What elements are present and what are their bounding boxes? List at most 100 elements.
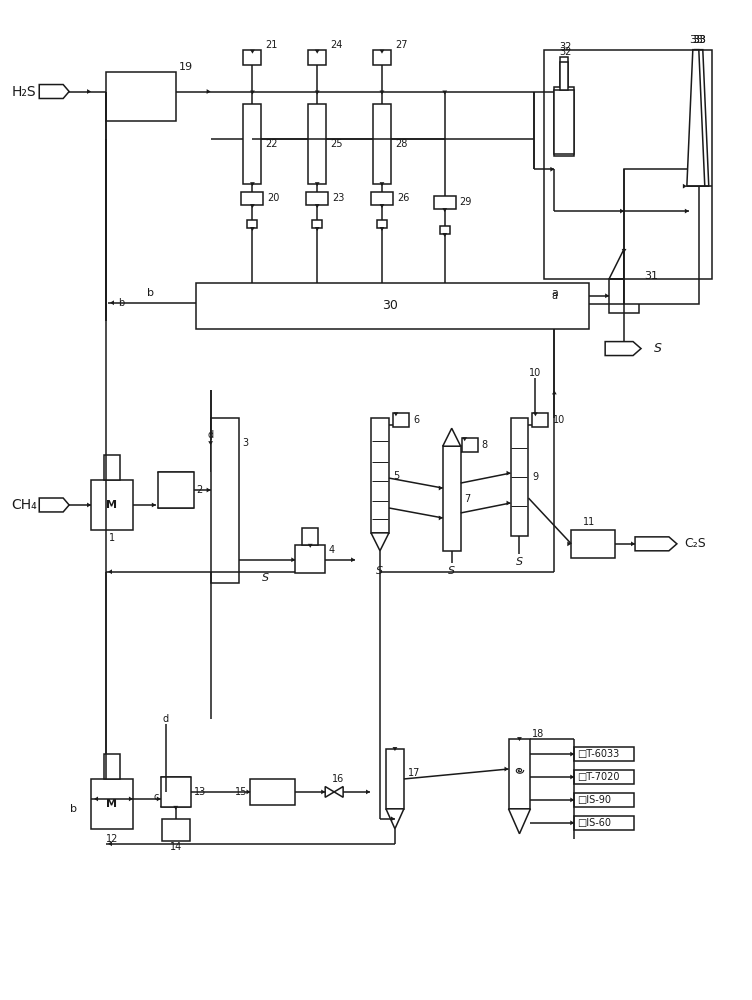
Polygon shape [315, 182, 320, 186]
Text: d: d [162, 714, 169, 724]
Polygon shape [39, 498, 69, 512]
Text: 13: 13 [194, 787, 206, 797]
Text: c: c [153, 792, 159, 802]
Bar [158, 472, 194, 508]
Polygon shape [380, 182, 384, 186]
Bar [250, 779, 296, 805]
Polygon shape [315, 204, 320, 208]
Text: S: S [262, 573, 269, 583]
Bar [106, 72, 176, 121]
Bar [308, 50, 326, 65]
Polygon shape [570, 775, 575, 779]
Bar [247, 220, 257, 228]
Polygon shape [442, 233, 447, 237]
Text: 27: 27 [395, 40, 408, 50]
Bar [609, 279, 639, 313]
Polygon shape [609, 249, 639, 279]
Polygon shape [158, 472, 194, 490]
Text: 33: 33 [692, 35, 706, 45]
Text: 17: 17 [408, 768, 420, 778]
Polygon shape [570, 797, 575, 802]
Text: 8: 8 [481, 440, 488, 450]
Polygon shape [687, 50, 705, 186]
Text: 6: 6 [414, 415, 420, 425]
Text: S: S [516, 557, 523, 567]
Text: 32: 32 [559, 42, 572, 52]
Polygon shape [174, 806, 178, 810]
Polygon shape [325, 787, 334, 797]
Polygon shape [158, 490, 194, 508]
Text: 31: 31 [644, 271, 658, 281]
Text: 30: 30 [382, 299, 398, 312]
Polygon shape [110, 300, 114, 305]
Text: 29: 29 [459, 197, 472, 207]
Text: C₂S: C₂S [684, 537, 705, 550]
Text: 24: 24 [330, 40, 343, 50]
Bar [624, 169, 699, 304]
Bar [373, 104, 391, 184]
Text: 32: 32 [559, 47, 572, 57]
Text: □IS-90: □IS-90 [578, 795, 611, 805]
Polygon shape [507, 501, 511, 505]
Bar [532, 413, 548, 427]
Bar [161, 777, 191, 807]
Polygon shape [683, 184, 687, 189]
Text: 33: 33 [689, 35, 703, 45]
Bar [511, 418, 529, 536]
Bar [377, 220, 387, 228]
Polygon shape [157, 797, 161, 801]
Polygon shape [631, 541, 635, 546]
Polygon shape [250, 91, 255, 95]
Bar [393, 413, 409, 427]
Bar [308, 104, 326, 184]
Bar [575, 770, 634, 784]
Text: □T-7020: □T-7020 [578, 772, 620, 782]
Text: a: a [551, 288, 558, 298]
Bar [554, 87, 575, 156]
Text: M: M [107, 799, 117, 809]
Bar [462, 438, 478, 452]
Bar [508, 739, 530, 809]
Bar [371, 192, 393, 205]
Text: □IS-60: □IS-60 [578, 818, 611, 828]
Bar [373, 50, 391, 65]
Bar [296, 545, 325, 573]
Polygon shape [108, 569, 112, 574]
Polygon shape [250, 227, 255, 231]
Polygon shape [505, 767, 508, 771]
Bar [560, 62, 569, 90]
Polygon shape [250, 182, 255, 186]
Text: 7: 7 [465, 494, 471, 504]
Text: 3: 3 [242, 438, 249, 448]
Polygon shape [250, 50, 255, 54]
Text: 1: 1 [109, 533, 115, 543]
Polygon shape [443, 428, 461, 446]
Text: 16: 16 [332, 774, 344, 784]
Polygon shape [315, 227, 320, 231]
Polygon shape [366, 790, 370, 794]
Bar [104, 754, 120, 779]
Bar [211, 418, 238, 583]
Text: 14: 14 [170, 842, 182, 852]
Text: 18: 18 [532, 729, 544, 739]
Polygon shape [380, 50, 384, 54]
Text: a: a [551, 291, 557, 301]
Bar [572, 530, 615, 558]
Polygon shape [635, 537, 677, 551]
Polygon shape [391, 816, 395, 821]
Polygon shape [371, 533, 389, 551]
Bar [244, 50, 262, 65]
Text: 22: 22 [265, 139, 278, 149]
Polygon shape [208, 441, 213, 445]
Polygon shape [207, 488, 211, 492]
Polygon shape [605, 342, 641, 356]
Text: 15: 15 [235, 787, 247, 797]
Text: 25: 25 [330, 139, 343, 149]
Polygon shape [438, 486, 443, 490]
Polygon shape [570, 752, 575, 756]
Text: CH₄: CH₄ [11, 498, 37, 512]
Text: 2: 2 [197, 485, 203, 495]
Bar [440, 226, 450, 234]
Text: H₂S: H₂S [11, 85, 36, 99]
Bar [91, 779, 133, 829]
